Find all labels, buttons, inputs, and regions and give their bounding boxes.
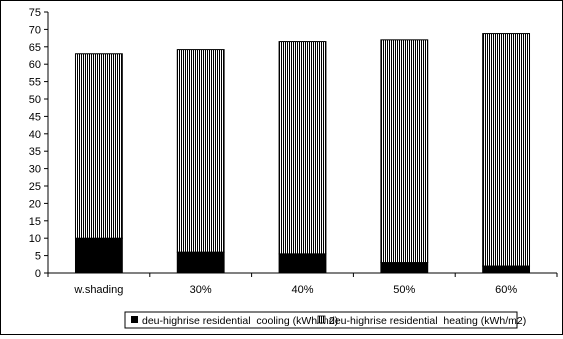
x-tick-label: 60% xyxy=(495,284,517,296)
bar-cooling xyxy=(278,253,327,274)
y-tick-label: 5 xyxy=(35,251,41,263)
legend-label-cooling: deu-highrise residential cooling (kWh/m2… xyxy=(142,315,338,327)
legend-swatch-heating xyxy=(317,315,326,324)
y-tick-label: 50 xyxy=(29,94,41,106)
chart-svg: 0 5 10 15 20 25 30 35 40 45 50 55 60 65 70 75 w.shading 3… xyxy=(29,7,558,329)
y-tick-label: 25 xyxy=(29,181,41,193)
y-tick-label: 15 xyxy=(29,216,41,228)
bar-heating xyxy=(380,39,429,264)
y-tick-label: 10 xyxy=(29,233,41,245)
y-tick-label: 40 xyxy=(29,129,41,141)
y-tick-label: 60 xyxy=(29,59,41,71)
x-tick-label: w.shading xyxy=(73,284,123,296)
x-tick-label: 30% xyxy=(190,284,212,296)
y-tick-label: 0 xyxy=(35,268,41,280)
y-tick-label: 45 xyxy=(29,111,41,123)
bar-heating xyxy=(176,49,225,253)
plot-area: 0 5 10 15 20 25 30 35 40 45 50 55 60 65 70 75 w.shading 3… xyxy=(29,7,558,296)
bar-heating xyxy=(482,33,531,267)
legend-swatch-cooling xyxy=(131,316,138,323)
y-tick-label: 30 xyxy=(29,164,41,176)
bar-cooling xyxy=(74,237,123,274)
y-tick-label: 75 xyxy=(29,7,41,19)
y-tick-label: 70 xyxy=(29,24,41,36)
legend: deu-highrise residential cooling (kWh/m2… xyxy=(124,311,526,329)
bar-cooling xyxy=(380,262,429,274)
y-tick-label: 35 xyxy=(29,146,41,158)
y-tick-label: 65 xyxy=(29,42,41,54)
legend-label-heating: deu-highrise residential heating (kWh/m2… xyxy=(329,315,526,327)
bar-heating xyxy=(278,41,327,255)
x-tick-label: 50% xyxy=(393,284,415,296)
bar-cooling xyxy=(176,251,225,274)
y-tick-label: 55 xyxy=(29,77,41,89)
bar-cooling xyxy=(482,265,531,274)
x-tick-label: 40% xyxy=(291,284,313,296)
y-tick-label: 20 xyxy=(29,198,41,210)
bar-heating xyxy=(74,53,123,239)
